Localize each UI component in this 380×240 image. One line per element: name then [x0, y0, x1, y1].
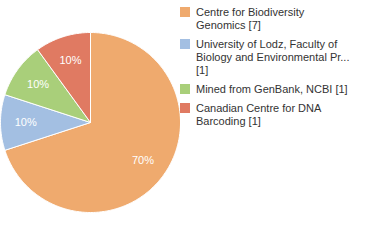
html-text:Mined from GenBank, NCBI [1]: Mined from GenBank, NCBI [1] — [196, 83, 348, 95]
html-text:Canadian Centre for DNA Barcod: Canadian Centre for DNA Barcoding [1] — [196, 102, 321, 127]
svg-text:10%: 10% — [15, 116, 37, 128]
html-text:Centre for Biodiversity Genomi: Centre for Biodiversity Genomics [7] — [196, 6, 305, 31]
svg-text:10%: 10% — [59, 54, 81, 66]
svg-text:70%: 70% — [132, 154, 154, 166]
html-text:University of Lodz, Faculty of: University of Lodz, Faculty of Biology a… — [196, 38, 350, 76]
svg-text:10%: 10% — [27, 78, 49, 90]
